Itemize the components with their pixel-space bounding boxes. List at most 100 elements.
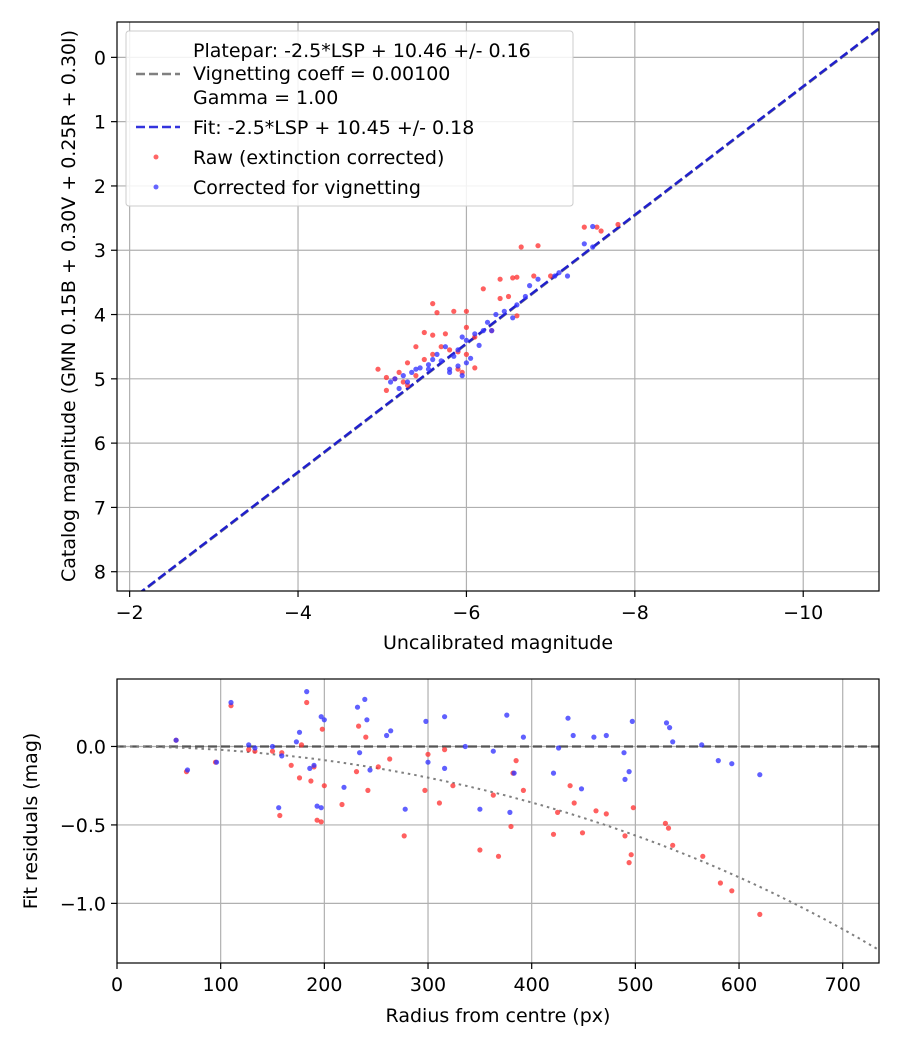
bottom-corrected-point [279,753,285,759]
bottom-corrected-point [663,720,670,726]
bottom-corrected-point [511,770,517,776]
bottom-raw-point [321,783,327,789]
bottom-x-tick-label: 300 [410,974,446,996]
top-corrected-point [468,355,474,361]
bottom-raw-point [550,831,557,837]
bottom-corrected-point [504,712,510,718]
bottom-corrected-point [311,762,317,768]
top-corrected-point [489,328,495,334]
bottom-corrected-point [442,765,448,772]
bottom-corrected-point [173,737,179,743]
top-raw-point [438,344,444,350]
top-corrected-point [459,334,465,340]
bottom-corrected-point [578,786,585,792]
bottom-corrected-point [462,743,468,750]
top-raw-point [421,356,427,363]
bottom-corrected-point [276,805,282,811]
top-raw-point [581,224,587,230]
top-corrected-point [459,373,465,379]
legend: Platepar: -2.5*LSP + 10.46 +/- 0.16 Vign… [125,30,574,207]
top-x-tick-label: −4 [284,602,312,624]
bottom-raw-point [436,800,442,806]
bottom-raw-point [288,762,294,768]
top-raw-point [531,273,537,279]
bottom-raw-point [308,778,314,784]
top-y-tick-label: 5 [94,369,106,391]
top-corrected-point [392,376,398,382]
top-raw-point [598,228,604,234]
bottom-raw-point [665,825,672,831]
bottom-raw-point [508,823,514,830]
bottom-corrected-point [425,759,431,765]
top-x-tick-label: −10 [783,602,823,624]
top-raw-point [472,365,478,371]
bottom-raw-point [442,747,448,753]
top-corrected-point [590,244,596,250]
bottom-corrected-point [626,769,632,775]
top-corrected-point [514,302,520,308]
bottom-corrected-point [384,732,390,739]
bottom-raw-point [363,734,369,740]
bottom-corrected-point [307,765,313,772]
top-corrected-point [527,283,533,289]
bottom-raw-point [277,812,283,819]
top-corrected-point [564,273,571,279]
bottom-corrected-point [341,784,347,790]
bottom-x-tick-label: 600 [721,974,757,996]
bottom-raw-point [757,911,763,918]
bottom-raw-point [339,801,345,808]
top-raw-point [413,344,419,350]
top-y-tick-label: 2 [94,176,106,198]
bottom-corrected-point [318,805,324,811]
top-y-axis-label: Catalog magnitude (GMN 0.15B + 0.30V + 0… [58,30,80,582]
bottom-raw-point [603,811,609,817]
top-corrected-point [455,363,461,369]
bottom-corrected-point [667,725,673,731]
bottom-x-tick-label: 400 [514,974,550,996]
top-raw-point [463,351,469,357]
top-corrected-point [425,362,432,368]
top-y-tick-label: 4 [94,305,106,327]
bottom-raw-point [579,830,586,836]
top-corrected-point [463,337,469,343]
top-raw-point [615,221,621,228]
top-corrected-point [396,385,402,392]
top-y-tick-label: 0 [94,47,106,69]
top-corrected-point [455,347,461,353]
bottom-corrected-point [228,699,234,706]
top-raw-point [463,324,469,330]
top-corrected-point [447,369,453,375]
top-raw-point [413,373,419,379]
top-data-points [375,221,621,393]
top-raw-point [594,224,600,230]
top-raw-point [514,313,520,319]
top-raw-point [400,379,406,385]
top-x-tick-label: −8 [621,602,649,624]
bottom-axis-ticks: 0 100 200 300 400 500 600 700 0.0 −0.5 −1.0 [60,736,861,996]
top-y-tick-label: 8 [94,562,106,584]
legend-vignetting-label: Vignetting coeff = 0.00100 [193,63,450,85]
top-raw-point [548,273,554,279]
bottom-corrected-point [252,745,258,751]
bottom-y-tick-label: −0.5 [60,815,106,837]
top-raw-point [434,310,440,316]
top-y-tick-label: 6 [94,433,106,455]
bottom-y-tick-label: −1.0 [60,893,106,915]
bottom-corrected-point [184,767,191,773]
legend-box [125,30,574,207]
bottom-corrected-point [729,761,735,767]
top-raw-point [447,347,453,353]
bottom-corrected-point [269,743,276,750]
bottom-corrected-point [565,715,571,721]
bottom-corrected-point [367,767,373,773]
bottom-corrected-point [477,806,483,812]
top-corrected-point [409,369,415,375]
legend-fit-label: Fit: -2.5*LSP + 10.45 +/- 0.18 [193,117,474,139]
bottom-corrected-point [550,770,557,776]
top-corrected-point [442,344,448,350]
bottom-corrected-point [314,803,320,809]
bottom-corrected-point [296,729,303,735]
bottom-corrected-point [621,750,627,756]
bottom-raw-point [630,805,636,811]
top-raw-point [383,374,389,381]
